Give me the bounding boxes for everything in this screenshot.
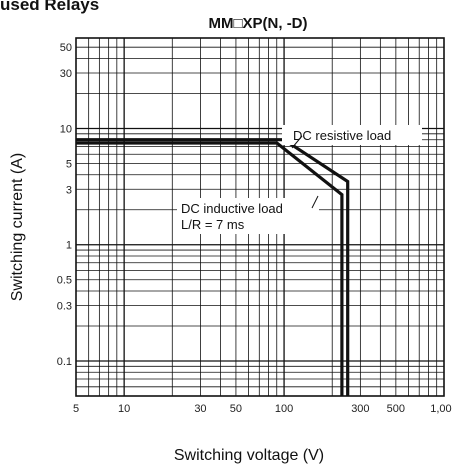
y-axis-label: Switching current (A) (9, 153, 26, 302)
x-axis-label: Switching voltage (V) (174, 447, 324, 464)
annotation-lr: L/R = 7 ms (181, 217, 245, 232)
y-tick-label: 1 (66, 240, 72, 252)
x-tick-label: 50 (230, 403, 242, 415)
x-tick-label: 500 (387, 403, 405, 415)
annotation-leader-inductive (311, 195, 319, 209)
y-tick-label: 0.3 (57, 301, 72, 313)
series-line-2 (76, 141, 344, 396)
x-tick-label: 5 (73, 403, 79, 415)
x-tick-labels: 5 10 30 50 100 300 500 1,000 (73, 403, 452, 415)
annotation-leader-resistive (291, 135, 303, 149)
chart-title: MM□XP(N, -D) (208, 15, 307, 32)
annotation-bg-inductive (177, 198, 319, 234)
x-tick-label: 300 (351, 403, 369, 415)
y-tick-label: 10 (60, 123, 72, 135)
y-tick-label: 30 (60, 68, 72, 80)
y-tick-label: 5 (66, 158, 72, 170)
y-tick-labels: 0.1 0.3 0.5 1 3 5 10 30 50 (57, 42, 72, 368)
annotation-bg-resistive (282, 125, 422, 145)
y-tick-label: 0.5 (57, 275, 72, 287)
y-tick-label: 3 (66, 184, 72, 196)
grid-major (76, 38, 444, 396)
section-heading: used Relays (0, 0, 99, 14)
annotation-resistive: DC resistive load (293, 128, 391, 143)
y-tick-label: 0.1 (57, 356, 72, 368)
x-tick-label: 30 (194, 403, 206, 415)
annotation-layer: DC resistive load DC inductive load L/R … (177, 125, 422, 234)
series-layer (76, 138, 350, 396)
annotation-inductive: DC inductive load (181, 201, 283, 216)
plot-frame (75, 37, 445, 397)
series-line-1 (76, 138, 350, 396)
x-tick-label: 10 (118, 403, 130, 415)
x-tick-label: 100 (275, 403, 293, 415)
x-tick-label: 1,000 (430, 403, 452, 415)
y-tick-label: 50 (60, 42, 72, 54)
